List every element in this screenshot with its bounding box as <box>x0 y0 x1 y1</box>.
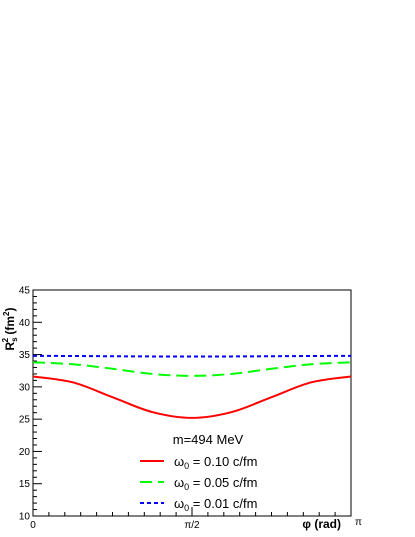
legend-label-1: ω0 = 0.10 c/fm <box>174 454 257 471</box>
series-line-2 <box>32 361 352 377</box>
y-tick-label: 40 <box>19 318 31 329</box>
y-tick-label: 20 <box>19 447 31 458</box>
y-tick-label: 15 <box>19 479 31 490</box>
legend-entries: ω0 = 0.10 c/fm ω0 = 0.05 c/fm ω0 = 0.01 c/… <box>140 454 257 513</box>
x-tick-label: π <box>355 517 362 528</box>
legend-label-3: ω0 = 0.01 c/fm <box>174 496 257 513</box>
y-tick-label: 10 <box>19 512 31 523</box>
y-tick-label: 35 <box>19 350 31 361</box>
legend-header: m=494 MeV <box>173 432 244 447</box>
data-series <box>32 354 352 419</box>
y-tick-label: 45 <box>19 286 31 297</box>
x-tick-label: 0 <box>30 520 36 531</box>
series-line-3 <box>32 354 352 358</box>
x-axis-ticks: 0 π/2 π <box>30 507 362 531</box>
y-tick-label: 30 <box>19 382 31 393</box>
series-line-1 <box>32 375 352 419</box>
y-axis-title: Rs2 (fm2) <box>1 307 19 350</box>
legend-label-2: ω0 = 0.05 c/fm <box>174 475 257 492</box>
y-axis-ticks: 10 15 20 25 30 35 40 45 <box>19 286 42 523</box>
x-axis-title: φ (rad) <box>302 517 341 531</box>
x-tick-label: π/2 <box>184 520 200 531</box>
y-tick-label: 25 <box>19 415 31 426</box>
